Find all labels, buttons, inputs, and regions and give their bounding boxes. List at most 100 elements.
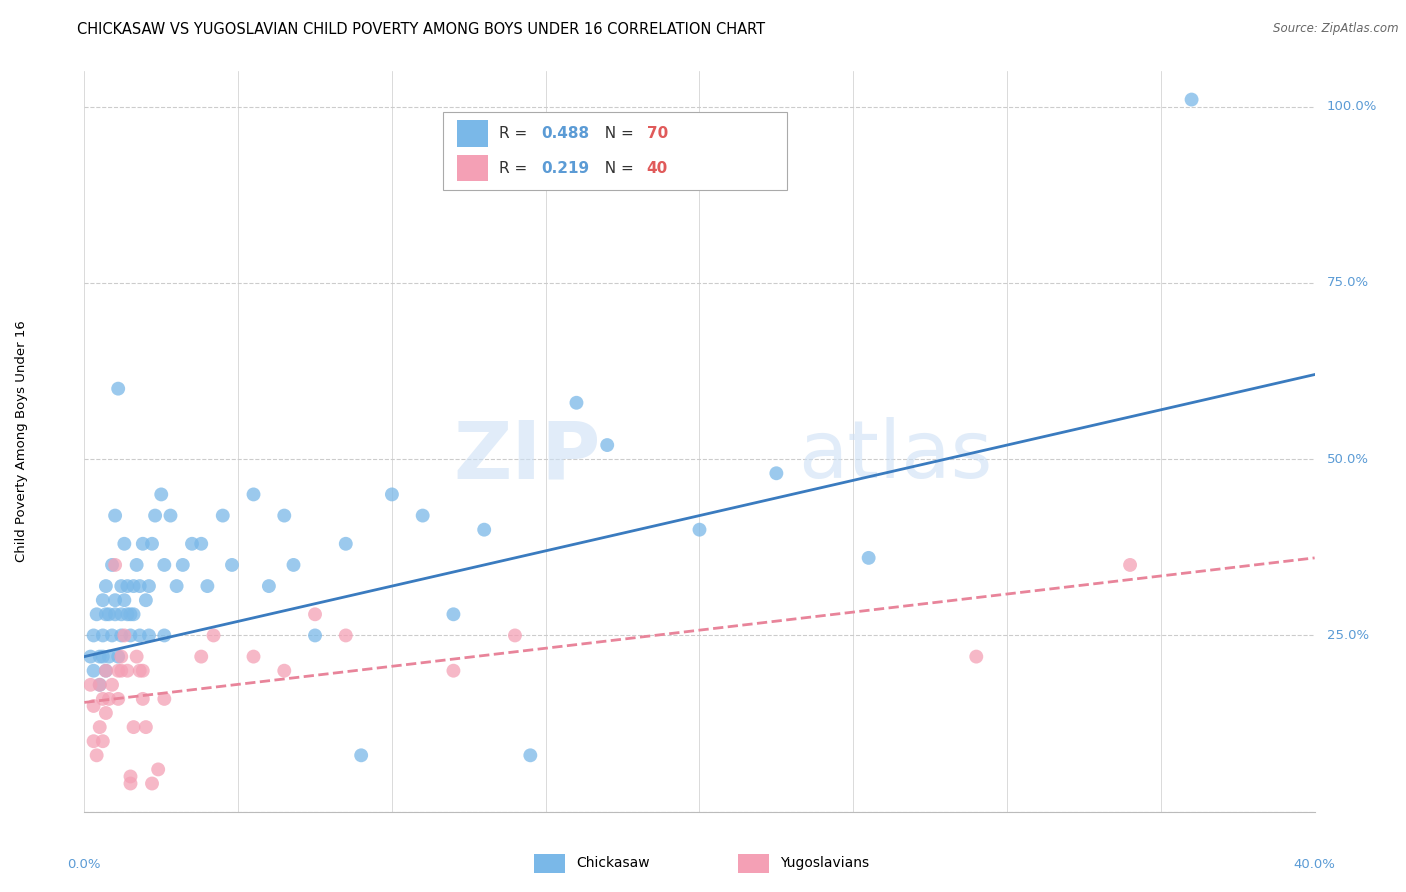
Point [138,628,160,642]
Point [112,628,135,642]
Text: 40: 40 [647,161,668,176]
Point [257,579,280,593]
Point [125,649,148,664]
Point [94,664,117,678]
Point [110,607,132,622]
Text: Yugoslavians: Yugoslavians [780,856,869,871]
Point [101,558,124,572]
Text: 100.0%: 100.0% [1327,100,1378,113]
Point [153,558,176,572]
Point [98,607,120,622]
Point [242,487,264,501]
Point [141,776,163,790]
Point [304,607,326,622]
Point [153,628,176,642]
Point [89,720,111,734]
Point [94,579,117,593]
Point [132,664,155,678]
Text: 25.0%: 25.0% [1327,629,1369,642]
Point [104,607,127,622]
Text: 75.0%: 75.0% [1327,277,1369,289]
Point [443,664,465,678]
Point [472,523,495,537]
Point [91,734,114,748]
Point [83,664,105,678]
Point [304,628,326,642]
Point [89,678,111,692]
Point [128,664,150,678]
Point [150,487,173,501]
Point [135,593,157,607]
Point [120,628,142,642]
Point [350,748,373,763]
Text: R =: R = [499,161,533,176]
Point [273,664,295,678]
Text: Source: ZipAtlas.com: Source: ZipAtlas.com [1274,22,1399,36]
Point [765,467,787,481]
Point [94,607,117,622]
Point [91,593,114,607]
Point [107,649,129,664]
Point [148,763,170,777]
Point [83,734,105,748]
Point [104,508,127,523]
Point [101,628,124,642]
Point [143,508,166,523]
Text: R =: R = [499,126,533,141]
Point [98,649,120,664]
Point [141,537,163,551]
Point [110,579,132,593]
Point [221,558,243,572]
Text: 0.0%: 0.0% [67,857,101,871]
Point [120,607,142,622]
Point [107,664,129,678]
Point [153,692,176,706]
Point [125,558,148,572]
Point [190,537,212,551]
Point [273,508,295,523]
Point [107,382,129,396]
Point [190,649,212,664]
Point [91,692,114,706]
Text: 70: 70 [647,126,668,141]
Point [381,487,404,501]
Point [117,664,139,678]
Point [79,678,101,692]
Point [107,692,129,706]
Point [104,593,127,607]
Point [122,720,145,734]
Point [202,628,225,642]
Text: Child Poverty Among Boys Under 16: Child Poverty Among Boys Under 16 [14,320,28,563]
Point [110,649,132,664]
Point [86,607,108,622]
Text: Chickasaw: Chickasaw [576,856,650,871]
Point [283,558,305,572]
Point [83,628,105,642]
Point [94,706,117,720]
Point [242,649,264,664]
Point [335,628,357,642]
Point [135,720,157,734]
Point [172,558,194,572]
Point [91,628,114,642]
Point [83,698,105,713]
Point [128,579,150,593]
Point [138,579,160,593]
Point [197,579,219,593]
Point [89,649,111,664]
Point [120,769,142,783]
Point [132,537,155,551]
Point [211,508,233,523]
Point [120,776,142,790]
Point [112,593,135,607]
Point [86,748,108,763]
Point [91,649,114,664]
Point [565,396,588,410]
Point [335,537,357,551]
Text: ZIP: ZIP [454,417,602,495]
Point [858,550,880,565]
Text: N =: N = [595,126,638,141]
Text: CHICKASAW VS YUGOSLAVIAN CHILD POVERTY AMONG BOYS UNDER 16 CORRELATION CHART: CHICKASAW VS YUGOSLAVIAN CHILD POVERTY A… [77,22,765,37]
Point [94,664,117,678]
Point [122,607,145,622]
